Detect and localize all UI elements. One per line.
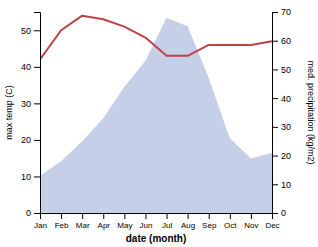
y-tick-mark	[34, 30, 40, 31]
x-tick-mark	[61, 213, 62, 219]
y2-axis-title: med. precipitation (kg/m2)	[306, 60, 316, 164]
x-tick: Jan	[34, 213, 47, 230]
x-tick: Aug	[181, 213, 195, 230]
y2-tick: 30	[272, 122, 291, 132]
x-axis: Jan Feb Mar Apr May Jun Jul Aug Sep Oct Nov Dec	[34, 213, 280, 230]
y-tick-mark	[34, 67, 40, 68]
x-tick-label: Aug	[181, 221, 195, 230]
y-tick-label: 20	[21, 135, 31, 145]
x-tick-mark	[124, 213, 125, 219]
x-tick-label: May	[117, 221, 132, 230]
x-tick: Jul	[162, 213, 172, 230]
y2-tick-mark	[272, 213, 278, 214]
y2-axis: 0 10 20 30 40 50 60 70	[272, 7, 291, 218]
x-tick-label: Apr	[98, 221, 111, 230]
x-tick: May	[117, 213, 132, 230]
y-axis-title: max temp (C)	[4, 85, 14, 140]
y2-tick-label: 50	[281, 65, 291, 75]
x-tick: Nov	[244, 213, 258, 230]
y2-tick-mark	[272, 12, 278, 13]
x-axis-title: date (month)	[126, 233, 187, 244]
y2-tick: 10	[272, 180, 291, 190]
y2-axis-line	[273, 13, 279, 214]
y2-tick-mark	[272, 184, 278, 185]
x-tick-label: Jul	[162, 221, 172, 230]
y-tick: 20	[21, 135, 40, 145]
y-tick-mark	[34, 176, 40, 177]
y-axis: 0 10 20 30 40 50	[21, 13, 41, 219]
x-tick-mark	[230, 213, 231, 219]
y2-tick-mark	[272, 127, 278, 128]
y-tick-mark	[34, 140, 40, 141]
y-tick: 30	[21, 99, 40, 109]
y2-tick: 0	[272, 208, 286, 218]
y2-tick-label: 70	[281, 7, 291, 17]
y2-tick-mark	[272, 156, 278, 157]
x-tick-label: Feb	[55, 221, 69, 230]
y-tick: 40	[21, 62, 40, 72]
y2-tick: 50	[272, 65, 291, 75]
x-tick-label: Jun	[140, 221, 153, 230]
y-tick: 50	[21, 26, 40, 36]
x-tick-label: Mar	[76, 221, 90, 230]
x-tick: Mar	[76, 213, 90, 230]
y2-tick: 60	[272, 36, 291, 46]
y-tick-label: 10	[21, 172, 31, 182]
x-tick: Feb	[55, 213, 69, 230]
marks	[40, 16, 272, 213]
y2-tick-label: 40	[281, 94, 291, 104]
y-tick: 0	[26, 208, 40, 218]
x-tick-label: Sep	[202, 221, 217, 230]
x-tick-mark	[209, 213, 210, 219]
x-tick-mark	[145, 213, 146, 219]
x-tick-mark	[167, 213, 168, 219]
x-tick-label: Dec	[265, 221, 279, 230]
plot: JanFebMarAprMayJunJulAugSepOctNovDec0102…	[4, 7, 316, 244]
y2-tick-label: 10	[281, 180, 291, 190]
y-tick-label: 0	[26, 208, 31, 218]
x-tick-mark	[103, 213, 104, 219]
y2-tick: 40	[272, 94, 291, 104]
y-tick: 10	[21, 172, 40, 182]
y-tick-mark	[34, 213, 40, 214]
y-tick-mark	[34, 103, 40, 104]
x-tick-label: Nov	[244, 221, 258, 230]
chart: JanFebMarAprMayJunJulAugSepOctNovDec0102…	[0, 0, 318, 247]
y2-tick-label: 20	[281, 151, 291, 161]
y2-tick: 20	[272, 151, 291, 161]
x-tick-mark	[82, 213, 83, 219]
y2-tick-mark	[272, 41, 278, 42]
x-axis-line	[41, 214, 273, 220]
y2-tick-label: 0	[281, 208, 286, 218]
y2-tick-mark	[272, 98, 278, 99]
y-tick-label: 50	[21, 26, 31, 36]
x-tick-label: Jan	[34, 221, 47, 230]
temperature-line	[40, 16, 272, 60]
y2-tick: 70	[272, 7, 291, 17]
x-tick: Oct	[224, 213, 237, 230]
y-tick-label: 30	[21, 99, 31, 109]
y-tick-label: 40	[21, 62, 31, 72]
y-axis-line	[34, 13, 41, 214]
x-tick: Dec	[265, 213, 279, 230]
y2-tick-label: 30	[281, 122, 291, 132]
x-tick: Apr	[98, 213, 111, 230]
y2-tick-label: 60	[281, 36, 291, 46]
x-tick: Jun	[140, 213, 153, 230]
x-tick-mark	[188, 213, 189, 219]
x-tick-mark	[251, 213, 252, 219]
x-tick-label: Oct	[224, 221, 237, 230]
y2-tick-mark	[272, 69, 278, 70]
x-tick: Sep	[202, 213, 217, 230]
